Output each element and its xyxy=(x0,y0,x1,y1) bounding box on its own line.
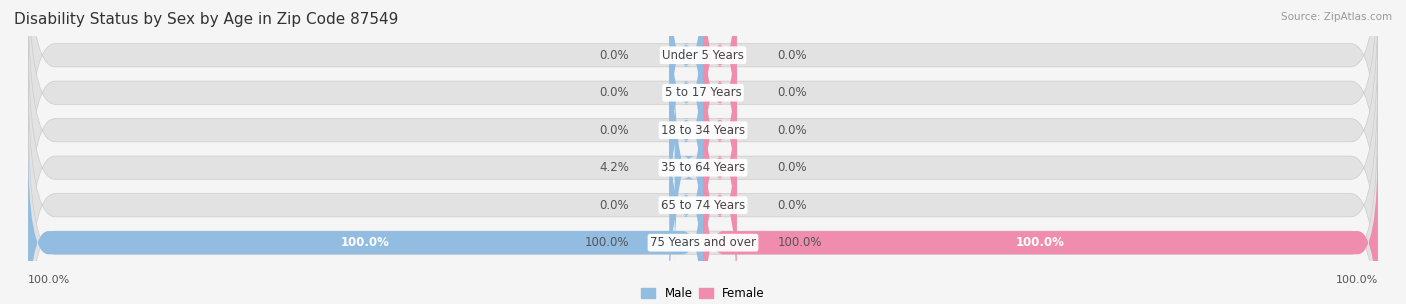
FancyBboxPatch shape xyxy=(28,67,1378,304)
Text: 0.0%: 0.0% xyxy=(778,86,807,99)
Text: 0.0%: 0.0% xyxy=(599,124,628,137)
FancyBboxPatch shape xyxy=(675,67,703,268)
FancyBboxPatch shape xyxy=(703,142,1378,304)
Text: 65 to 74 Years: 65 to 74 Years xyxy=(661,199,745,212)
FancyBboxPatch shape xyxy=(28,0,1378,268)
FancyBboxPatch shape xyxy=(703,67,737,268)
FancyBboxPatch shape xyxy=(669,104,703,304)
Text: 0.0%: 0.0% xyxy=(778,124,807,137)
Text: 18 to 34 Years: 18 to 34 Years xyxy=(661,124,745,137)
FancyBboxPatch shape xyxy=(28,104,1378,304)
FancyBboxPatch shape xyxy=(669,29,703,231)
Text: 4.2%: 4.2% xyxy=(599,161,628,174)
FancyBboxPatch shape xyxy=(669,0,703,194)
Text: 100.0%: 100.0% xyxy=(28,275,70,285)
Text: 100.0%: 100.0% xyxy=(585,236,628,249)
Text: 100.0%: 100.0% xyxy=(342,236,389,249)
FancyBboxPatch shape xyxy=(28,142,703,304)
Text: 0.0%: 0.0% xyxy=(599,86,628,99)
Text: Source: ZipAtlas.com: Source: ZipAtlas.com xyxy=(1281,12,1392,22)
FancyBboxPatch shape xyxy=(703,0,737,156)
Text: 0.0%: 0.0% xyxy=(778,49,807,62)
FancyBboxPatch shape xyxy=(28,0,1378,194)
Text: 35 to 64 Years: 35 to 64 Years xyxy=(661,161,745,174)
Text: 100.0%: 100.0% xyxy=(778,236,821,249)
Text: 0.0%: 0.0% xyxy=(599,49,628,62)
Text: 100.0%: 100.0% xyxy=(1017,236,1064,249)
FancyBboxPatch shape xyxy=(703,29,737,231)
Legend: Male, Female: Male, Female xyxy=(637,283,769,304)
FancyBboxPatch shape xyxy=(703,104,737,304)
Text: 5 to 17 Years: 5 to 17 Years xyxy=(665,86,741,99)
FancyBboxPatch shape xyxy=(28,0,1378,231)
FancyBboxPatch shape xyxy=(703,0,737,194)
FancyBboxPatch shape xyxy=(28,29,1378,304)
Text: 0.0%: 0.0% xyxy=(778,199,807,212)
FancyBboxPatch shape xyxy=(669,0,703,156)
Text: 100.0%: 100.0% xyxy=(1336,275,1378,285)
Text: 75 Years and over: 75 Years and over xyxy=(650,236,756,249)
Text: Disability Status by Sex by Age in Zip Code 87549: Disability Status by Sex by Age in Zip C… xyxy=(14,12,398,27)
Text: 0.0%: 0.0% xyxy=(599,199,628,212)
Text: 0.0%: 0.0% xyxy=(778,161,807,174)
Text: Under 5 Years: Under 5 Years xyxy=(662,49,744,62)
